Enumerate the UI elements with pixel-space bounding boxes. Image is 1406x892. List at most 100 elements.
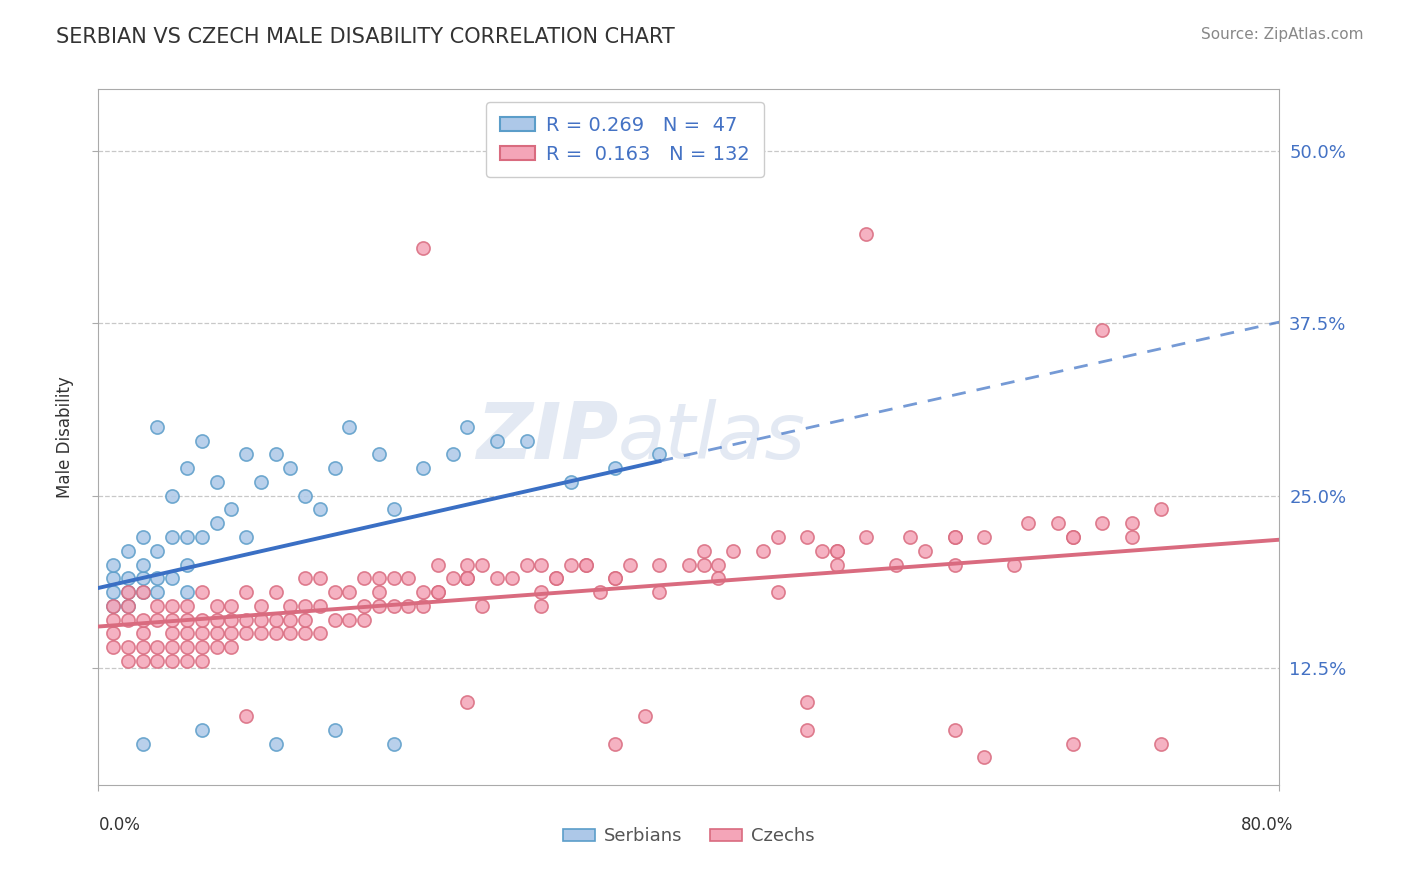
Point [1150, 502, 1173, 516]
Point [1150, 737, 1173, 751]
Point [693, 543, 716, 558]
Point [973, 530, 995, 544]
Point [146, 654, 169, 668]
Point [339, 613, 361, 627]
Point [250, 626, 273, 640]
Point [382, 599, 405, 613]
Point [546, 571, 568, 585]
Point [132, 558, 155, 572]
Point [575, 558, 598, 572]
Point [146, 571, 169, 585]
Point [205, 626, 228, 640]
Point [132, 626, 155, 640]
Point [191, 434, 214, 448]
Point [323, 585, 346, 599]
Point [457, 558, 479, 572]
Point [191, 585, 214, 599]
Point [427, 558, 450, 572]
Point [221, 613, 243, 627]
Point [398, 571, 420, 585]
Point [382, 737, 405, 751]
Point [250, 475, 273, 489]
Point [516, 434, 538, 448]
Point [235, 626, 257, 640]
Point [132, 654, 155, 668]
Point [796, 695, 818, 709]
Point [368, 571, 391, 585]
Point [117, 585, 139, 599]
Point [457, 571, 479, 585]
Point [176, 613, 198, 627]
Point [280, 613, 302, 627]
Point [486, 434, 509, 448]
Point [205, 599, 228, 613]
Text: ZIP: ZIP [475, 399, 619, 475]
Point [766, 530, 789, 544]
Point [250, 613, 273, 627]
Point [412, 241, 434, 255]
Point [280, 626, 302, 640]
Point [205, 516, 228, 531]
Point [575, 558, 598, 572]
Text: 80.0%: 80.0% [1241, 816, 1294, 834]
Point [132, 640, 155, 655]
Point [162, 599, 183, 613]
Point [117, 543, 139, 558]
Point [471, 558, 494, 572]
Point [323, 461, 346, 475]
Point [132, 571, 155, 585]
Point [176, 530, 198, 544]
Point [1091, 323, 1114, 337]
Point [1121, 516, 1143, 531]
Point [457, 419, 479, 434]
Point [264, 613, 287, 627]
Point [162, 489, 183, 503]
Point [103, 585, 125, 599]
Point [103, 599, 125, 613]
Point [339, 585, 361, 599]
Text: 0.0%: 0.0% [98, 816, 141, 834]
Point [353, 613, 375, 627]
Point [235, 447, 257, 461]
Point [191, 640, 214, 655]
Point [117, 599, 139, 613]
Point [250, 599, 273, 613]
Point [1002, 558, 1025, 572]
Point [309, 599, 332, 613]
Point [309, 502, 332, 516]
Point [294, 599, 316, 613]
Point [900, 530, 922, 544]
Point [353, 571, 375, 585]
Point [530, 558, 553, 572]
Point [648, 447, 671, 461]
Point [117, 585, 139, 599]
Point [943, 723, 966, 737]
Point [368, 447, 391, 461]
Point [176, 585, 198, 599]
Point [103, 558, 125, 572]
Point [235, 585, 257, 599]
Point [146, 585, 169, 599]
Point [605, 461, 627, 475]
Point [766, 585, 789, 599]
Point [294, 489, 316, 503]
Point [1046, 516, 1070, 531]
Point [441, 571, 464, 585]
Text: Source: ZipAtlas.com: Source: ZipAtlas.com [1201, 27, 1364, 42]
Point [205, 640, 228, 655]
Point [176, 558, 198, 572]
Point [723, 543, 745, 558]
Point [264, 447, 287, 461]
Point [943, 530, 966, 544]
Point [1091, 516, 1114, 531]
Point [486, 571, 509, 585]
Point [146, 599, 169, 613]
Point [398, 599, 420, 613]
Point [382, 502, 405, 516]
Point [368, 585, 391, 599]
Point [103, 626, 125, 640]
Point [605, 737, 627, 751]
Point [619, 558, 641, 572]
Point [309, 571, 332, 585]
Point [162, 571, 183, 585]
